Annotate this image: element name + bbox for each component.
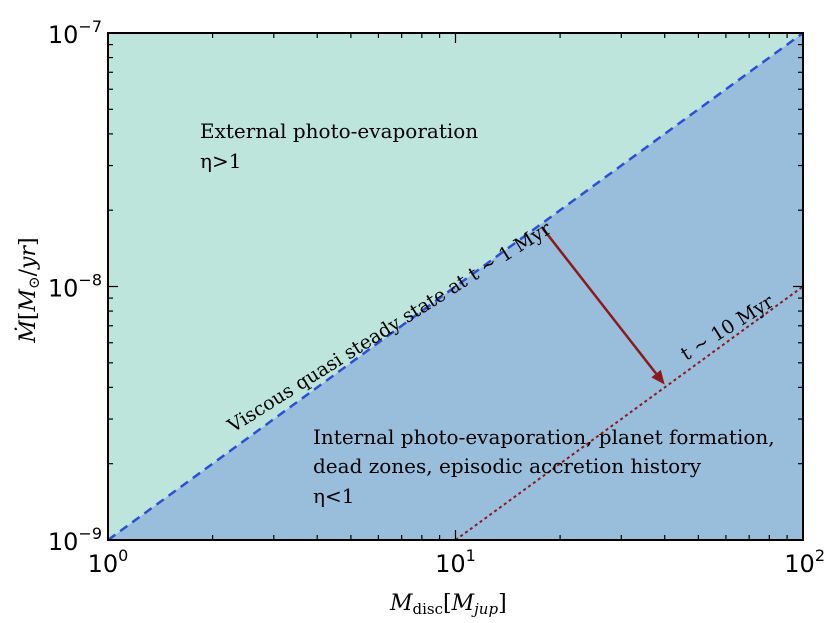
x-tick-label: 102 <box>784 546 825 578</box>
line-viscous-steady-state <box>107 31 804 542</box>
y-tick-label: 10−7 <box>48 17 102 49</box>
x-tick-label: 101 <box>435 546 476 578</box>
y-tick-label: 10−9 <box>48 524 102 556</box>
y-tick-label: 10−8 <box>48 271 102 303</box>
region-internal-label: Internal photo-evaporation, planet forma… <box>313 425 781 508</box>
evolution-arrow-head <box>651 369 665 385</box>
x-tick-label: 100 <box>88 546 129 578</box>
region-external-label: External photo-evaporation η>1 <box>200 119 485 173</box>
evolution-arrow <box>541 227 658 375</box>
x-axis-label: Mdisc[Mjup] <box>389 591 507 618</box>
svg-text:Ṁ[M⊙/yr]: Ṁ[M⊙/yr] <box>14 237 43 343</box>
plot-frame <box>107 32 804 541</box>
y-axis-label: Ṁ[M⊙/yr] <box>14 237 43 343</box>
